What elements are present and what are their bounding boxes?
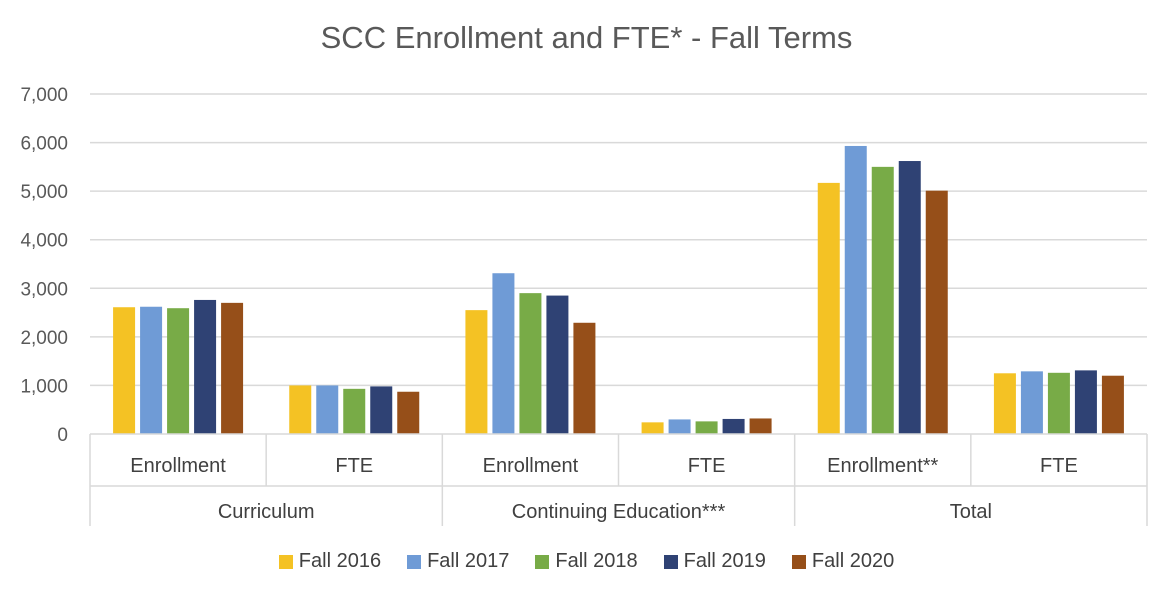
bar <box>722 418 745 434</box>
legend-label: Fall 2017 <box>427 550 510 572</box>
y-tick-label: 3,000 <box>20 279 68 300</box>
y-tick-label: 0 <box>57 425 68 446</box>
legend-label: Fall 2019 <box>683 550 766 572</box>
bar <box>194 299 217 434</box>
bar <box>871 166 894 434</box>
legend-item: Fall 2018 <box>535 550 638 573</box>
bar <box>397 391 420 434</box>
bar <box>167 308 190 434</box>
bar <box>465 310 488 434</box>
bar <box>668 419 691 434</box>
bar <box>519 293 542 434</box>
bar <box>492 273 515 434</box>
bar <box>993 373 1016 434</box>
x-category-label: Enrollment <box>483 455 579 477</box>
bar <box>1020 371 1043 434</box>
bar <box>289 385 312 434</box>
x-category-label: FTE <box>688 455 726 477</box>
x-group-label: Total <box>950 501 992 523</box>
x-category-label: FTE <box>1040 455 1078 477</box>
x-category-label: Enrollment <box>130 455 226 477</box>
bar <box>844 145 867 434</box>
bar <box>817 182 840 434</box>
bar <box>573 322 596 434</box>
legend-item: Fall 2017 <box>407 550 509 573</box>
legend-item: Fall 2020 <box>791 550 895 573</box>
x-category-label: Enrollment** <box>827 455 938 477</box>
legend-label: Fall 2020 <box>811 550 895 572</box>
bar <box>1101 375 1124 434</box>
bar <box>695 421 718 434</box>
bar <box>343 388 366 434</box>
bar <box>749 418 772 434</box>
bar <box>221 302 244 434</box>
bar <box>1074 370 1097 434</box>
x-category-label: FTE <box>335 455 373 477</box>
y-tick-label: 5,000 <box>20 182 68 203</box>
legend-swatch <box>791 554 806 569</box>
bar <box>370 386 393 434</box>
bar <box>898 161 921 434</box>
legend-item: Fall 2019 <box>663 550 766 573</box>
y-tick-label: 4,000 <box>20 231 68 252</box>
bar <box>1047 372 1070 434</box>
legend-swatch <box>278 554 293 569</box>
bar <box>546 295 569 434</box>
bar <box>316 385 339 434</box>
legend-label: Fall 2016 <box>298 550 382 572</box>
legend-swatch <box>407 554 422 569</box>
y-tick-label: 6,000 <box>20 134 68 155</box>
bar <box>641 422 664 434</box>
legend: Fall 2016 Fall 2017 Fall 2018 Fall 2019 Fall… <box>0 550 1173 573</box>
chart-title: SCC Enrollment and FTE* - Fall Terms <box>320 20 853 55</box>
legend-swatch <box>663 554 678 569</box>
bar <box>113 307 136 434</box>
y-tick-label: 1,000 <box>20 376 68 397</box>
bar <box>925 190 948 434</box>
x-group-label: Continuing Education*** <box>512 501 726 523</box>
legend-item: Fall 2016 <box>278 550 382 573</box>
y-tick-label: 2,000 <box>20 328 68 349</box>
legend-swatch <box>535 554 550 569</box>
legend-label: Fall 2018 <box>555 550 638 572</box>
y-tick-label: 7,000 <box>20 85 68 106</box>
x-group-label: Curriculum <box>218 501 315 523</box>
bar <box>140 306 163 434</box>
